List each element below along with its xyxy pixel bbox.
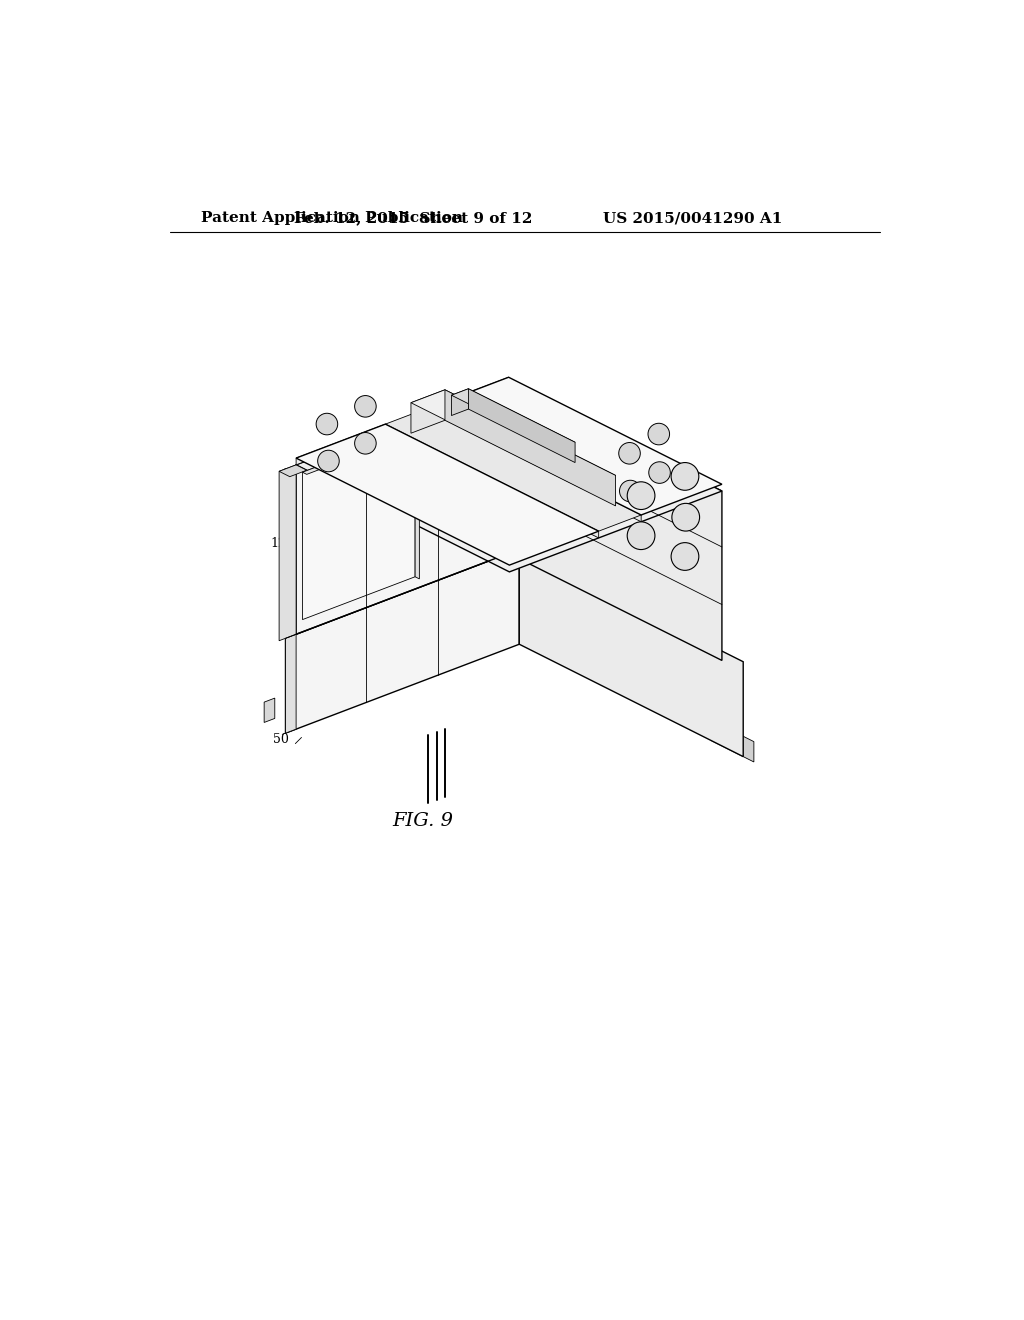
Circle shape <box>628 482 655 510</box>
Polygon shape <box>428 378 722 515</box>
Polygon shape <box>452 389 468 416</box>
Text: 12: 12 <box>270 537 287 550</box>
Text: US 2015/0041290 A1: US 2015/0041290 A1 <box>603 211 782 226</box>
Polygon shape <box>428 408 641 521</box>
Polygon shape <box>415 429 420 579</box>
Circle shape <box>354 433 376 454</box>
Polygon shape <box>509 384 722 660</box>
Text: 62: 62 <box>333 572 349 585</box>
Polygon shape <box>385 424 599 539</box>
Circle shape <box>648 424 670 445</box>
Text: 100: 100 <box>392 610 417 623</box>
Circle shape <box>316 413 338 434</box>
Polygon shape <box>302 429 420 474</box>
Polygon shape <box>411 389 615 488</box>
Polygon shape <box>264 698 274 722</box>
Polygon shape <box>296 424 385 465</box>
Polygon shape <box>712 721 754 762</box>
Polygon shape <box>468 389 575 462</box>
Text: Feb. 12, 2015  Sheet 9 of 12: Feb. 12, 2015 Sheet 9 of 12 <box>294 211 532 226</box>
Polygon shape <box>286 549 519 733</box>
Circle shape <box>317 450 339 471</box>
Polygon shape <box>280 465 307 477</box>
Text: Patent Application Publication: Patent Application Publication <box>202 211 464 226</box>
Text: 60: 60 <box>281 467 297 480</box>
Text: 132: 132 <box>451 598 474 611</box>
Polygon shape <box>296 384 509 635</box>
Circle shape <box>354 396 376 417</box>
Polygon shape <box>302 429 415 619</box>
Text: 90: 90 <box>385 594 400 607</box>
Circle shape <box>618 442 640 465</box>
Circle shape <box>628 521 655 549</box>
Polygon shape <box>452 389 575 449</box>
Text: 50: 50 <box>273 733 289 746</box>
Circle shape <box>620 480 641 502</box>
Polygon shape <box>519 549 743 756</box>
Polygon shape <box>385 408 641 531</box>
Circle shape <box>672 503 699 531</box>
Circle shape <box>671 543 698 570</box>
Polygon shape <box>280 465 296 640</box>
Polygon shape <box>296 424 599 565</box>
Polygon shape <box>428 378 509 414</box>
Polygon shape <box>411 389 445 433</box>
Polygon shape <box>445 389 615 506</box>
Polygon shape <box>296 384 722 572</box>
Circle shape <box>671 462 698 490</box>
Polygon shape <box>286 635 296 733</box>
Circle shape <box>649 462 671 483</box>
Text: FIG. 9: FIG. 9 <box>392 812 454 829</box>
